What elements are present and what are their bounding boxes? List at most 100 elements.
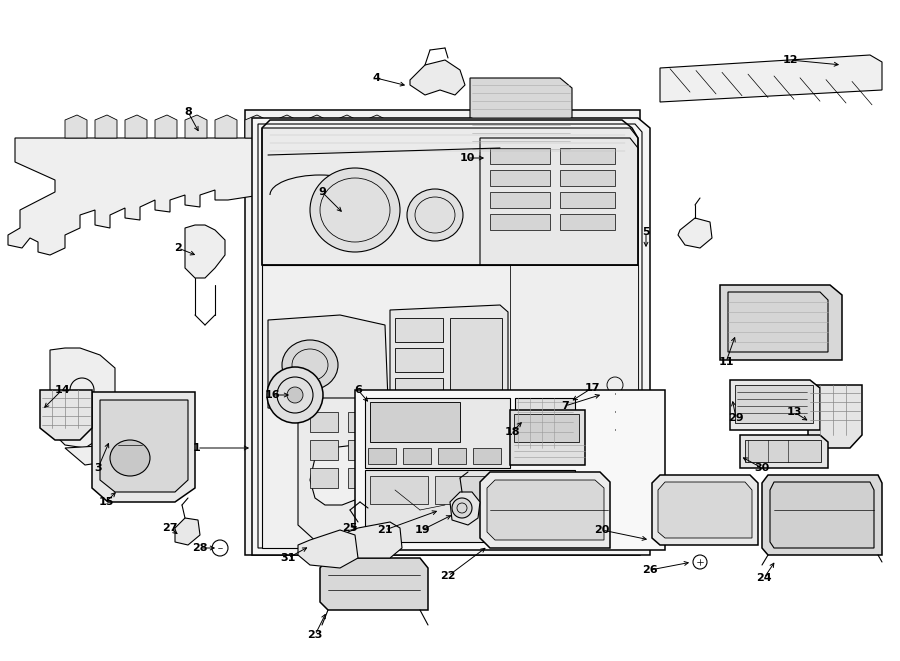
Bar	[348, 412, 376, 432]
Polygon shape	[175, 518, 200, 545]
Text: 27: 27	[162, 523, 178, 533]
Text: 10: 10	[459, 153, 474, 163]
Text: 11: 11	[718, 357, 734, 367]
Bar	[473, 448, 501, 464]
Text: 15: 15	[98, 497, 113, 507]
Polygon shape	[652, 475, 758, 545]
Ellipse shape	[310, 168, 400, 252]
Text: 6: 6	[354, 385, 362, 395]
Bar	[368, 448, 396, 464]
Bar	[370, 402, 460, 442]
Polygon shape	[510, 265, 638, 548]
Bar	[560, 192, 615, 208]
Polygon shape	[185, 225, 225, 278]
Bar	[310, 412, 338, 432]
Text: 1: 1	[194, 443, 201, 453]
Bar	[245, 110, 640, 555]
Bar	[560, 214, 615, 230]
Polygon shape	[185, 115, 207, 138]
Bar	[348, 440, 376, 460]
Ellipse shape	[282, 340, 338, 390]
Polygon shape	[728, 292, 828, 352]
Polygon shape	[95, 115, 117, 138]
Polygon shape	[720, 285, 842, 360]
Polygon shape	[65, 445, 115, 465]
Text: 26: 26	[643, 565, 658, 575]
Bar	[395, 348, 443, 372]
Text: 8: 8	[184, 107, 192, 117]
Polygon shape	[262, 128, 638, 265]
Bar	[500, 476, 558, 504]
Polygon shape	[450, 492, 480, 525]
Polygon shape	[365, 115, 387, 138]
Bar	[370, 476, 428, 504]
Polygon shape	[335, 115, 357, 138]
Text: 30: 30	[754, 463, 770, 473]
Ellipse shape	[110, 440, 150, 476]
Bar	[490, 148, 550, 164]
Text: 21: 21	[377, 525, 392, 535]
Ellipse shape	[407, 189, 463, 241]
Polygon shape	[305, 115, 327, 138]
Bar	[355, 390, 665, 550]
Bar	[490, 192, 550, 208]
Text: 14: 14	[54, 385, 70, 395]
Polygon shape	[390, 305, 508, 415]
Polygon shape	[268, 315, 388, 412]
Polygon shape	[730, 380, 820, 430]
Bar	[490, 214, 550, 230]
Bar	[510, 410, 585, 465]
Bar	[395, 378, 443, 402]
Text: 17: 17	[584, 383, 599, 393]
Text: 9: 9	[318, 187, 326, 197]
Polygon shape	[125, 115, 147, 138]
Polygon shape	[245, 115, 267, 138]
Text: 25: 25	[342, 523, 357, 533]
Polygon shape	[50, 348, 115, 448]
Text: 18: 18	[504, 427, 520, 437]
Ellipse shape	[287, 387, 303, 403]
Polygon shape	[410, 60, 465, 95]
Bar	[515, 398, 575, 448]
Polygon shape	[215, 115, 237, 138]
Bar	[365, 470, 575, 542]
Bar	[560, 170, 615, 186]
Text: 16: 16	[265, 390, 280, 400]
Text: 24: 24	[756, 573, 772, 583]
Polygon shape	[480, 472, 610, 548]
Polygon shape	[348, 522, 402, 558]
Polygon shape	[100, 400, 188, 492]
Polygon shape	[808, 385, 862, 448]
Text: 7: 7	[561, 401, 569, 411]
Polygon shape	[65, 115, 87, 138]
Text: 12: 12	[782, 55, 797, 65]
Bar	[745, 440, 821, 462]
Bar	[310, 468, 338, 488]
Polygon shape	[678, 218, 712, 248]
Ellipse shape	[267, 367, 323, 423]
Text: 2: 2	[174, 243, 182, 253]
Polygon shape	[658, 482, 752, 538]
Ellipse shape	[452, 498, 472, 518]
Text: 3: 3	[94, 463, 102, 473]
Text: 23: 23	[307, 630, 323, 640]
Text: 13: 13	[787, 407, 802, 417]
Polygon shape	[762, 475, 882, 555]
Polygon shape	[740, 435, 828, 468]
Polygon shape	[770, 482, 874, 548]
Bar	[438, 448, 466, 464]
Polygon shape	[487, 480, 604, 540]
Text: 28: 28	[193, 543, 208, 553]
Bar	[435, 476, 493, 504]
Polygon shape	[252, 118, 650, 555]
Bar	[735, 385, 813, 423]
Bar	[403, 448, 431, 464]
Polygon shape	[262, 265, 638, 548]
Bar	[560, 148, 615, 164]
Text: 19: 19	[414, 525, 430, 535]
Polygon shape	[40, 390, 92, 440]
Bar	[450, 318, 502, 410]
Bar	[365, 398, 510, 468]
Polygon shape	[660, 55, 882, 102]
Bar	[395, 318, 443, 342]
